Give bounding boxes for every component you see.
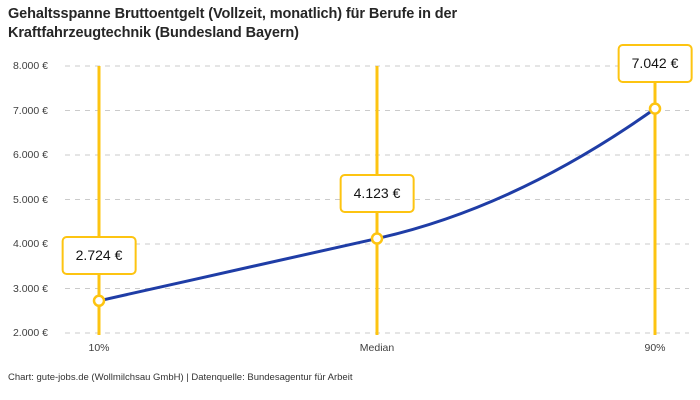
y-axis-tick-label: 4.000 € [12,238,48,250]
value-label-box: 7.042 € [617,43,693,83]
data-point-marker [92,294,106,308]
x-axis-tick-label: Median [359,342,395,354]
x-axis-tick-label: 90% [644,342,666,354]
chart-title-line2: Kraftfahrzeugtechnik (Bundesland Bayern) [8,25,299,41]
y-axis-tick-label: 7.000 € [12,104,48,117]
value-label-box: 2.724 € [61,235,137,275]
attribution-text: Chart: gute-jobs.de (Wollmilchsau GmbH) … [8,372,353,383]
chart-title: Gehaltsspanne Bruttoentgelt (Vollzeit, m… [8,5,457,43]
y-axis-tick-label: 8.000 € [12,60,48,72]
y-axis-tick-label: 2.000 € [12,327,48,339]
data-point-marker [648,102,662,115]
y-axis-tick-label: 5.000 € [12,193,48,206]
chart-title-line1: Gehaltsspanne Bruttoentgelt (Vollzeit, m… [8,6,458,22]
x-axis-tick-label: 10% [88,342,110,354]
y-axis-tick-label: 3.000 € [12,282,48,295]
y-axis-tick-label: 6.000 € [12,149,48,161]
data-point-marker [370,232,384,245]
value-label-box: 4.123 € [339,173,415,213]
